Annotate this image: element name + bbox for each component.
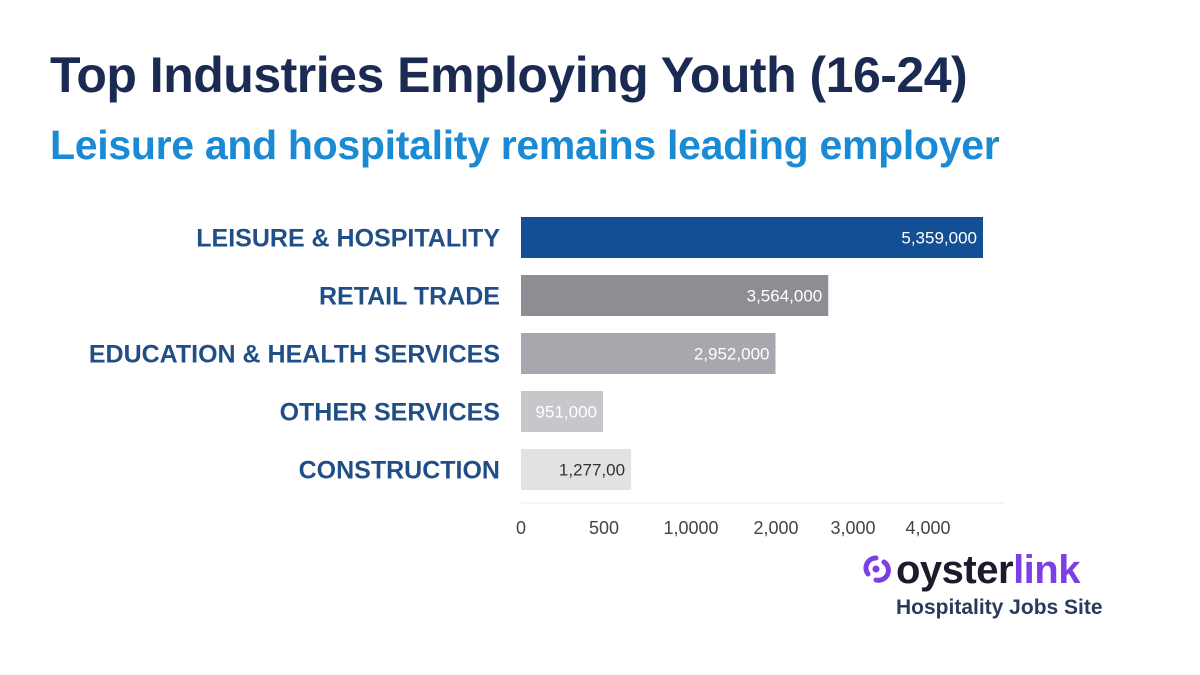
oysterlink-mark-icon — [863, 555, 891, 583]
bar-0 — [521, 217, 983, 258]
logo-tagline: Hospitality Jobs Site — [896, 596, 1103, 619]
value-label-1: 3,564,000 — [747, 287, 823, 306]
bar-4 — [521, 449, 632, 490]
category-label-0: LEISURE & HOSPITALITY — [196, 225, 500, 253]
value-label-3: 951,000 — [536, 403, 597, 422]
x-tick-label-0: 0 — [516, 518, 526, 538]
x-axis: 0 500 1,0000 2,000 3,000 4,000 — [516, 502, 1005, 538]
x-tick-label-5: 4,000 — [905, 518, 950, 538]
oysterlink-logo: oysterlink Hospitality Jobs Site — [862, 548, 1132, 628]
bar-2 — [521, 333, 776, 374]
category-label-1: RETAIL TRADE — [319, 283, 500, 311]
category-label-3: OTHER SERVICES — [280, 399, 500, 427]
bar-1 — [521, 275, 829, 316]
x-tick-label-4: 3,000 — [830, 518, 875, 538]
value-label-2: 2,952,000 — [694, 345, 770, 364]
logo-word-part2: link — [1013, 548, 1080, 592]
value-label-4: 1,277,00 — [559, 461, 625, 480]
category-label-2: EDUCATION & HEALTH SERVICES — [89, 341, 500, 369]
bars-layer: LEISURE & HOSPITALITY 5,359,000 RETAIL TRA… — [89, 217, 983, 490]
x-tick-label-1: 500 — [589, 518, 619, 538]
logo-wordmark: oysterlink — [896, 548, 1080, 593]
chart-title: Top Industries Employing Youth (16-24) — [50, 47, 968, 103]
x-tick-label-3: 2,000 — [753, 518, 798, 538]
logo-word-part1: oyster — [896, 548, 1014, 592]
value-label-0: 5,359,000 — [901, 229, 977, 248]
x-tick-label-2: 1,0000 — [663, 518, 718, 538]
chart-subtitle: Leisure and hospitality remains leading … — [50, 122, 1000, 168]
bar-3 — [521, 391, 603, 432]
category-label-4: CONSTRUCTION — [299, 457, 500, 485]
